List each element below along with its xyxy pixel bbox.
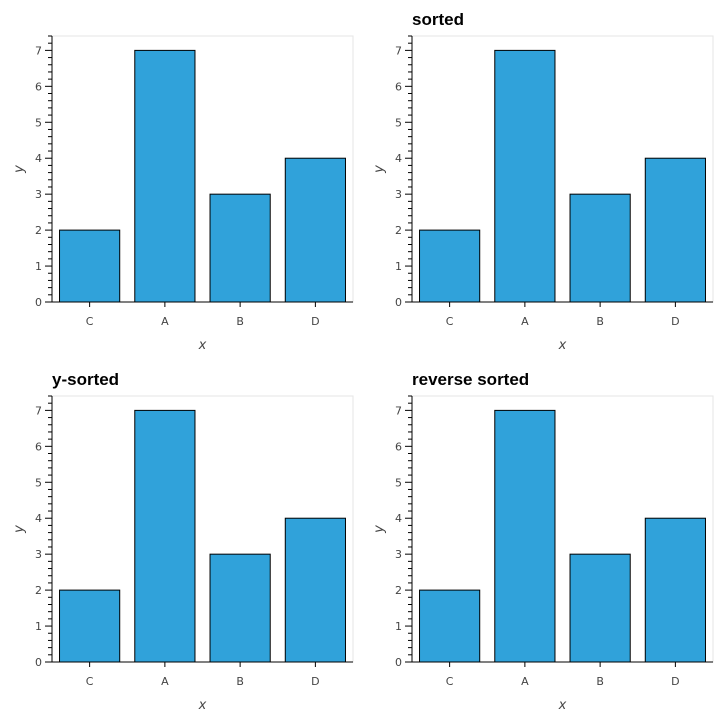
x-tick-label: C [86, 315, 94, 328]
bar-D [644, 517, 706, 663]
x-tick-label: B [236, 315, 244, 328]
x-tick-label: B [596, 675, 604, 688]
bar-A [134, 409, 196, 663]
x-axis-label: x [198, 338, 207, 353]
x-tick-label: D [671, 675, 679, 688]
x-tick-label: C [446, 315, 454, 328]
y-tick-label: 1 [35, 260, 42, 273]
x-axis-label: x [558, 698, 567, 713]
y-tick-label: 6 [35, 440, 42, 453]
y-axis-label: y [12, 165, 27, 174]
bar-C [419, 229, 481, 303]
y-axis-label: y [372, 165, 387, 174]
y-tick-label: 3 [395, 548, 402, 561]
bar-B [569, 193, 631, 303]
y-tick-label: 0 [395, 656, 402, 669]
y-tick-label: 3 [395, 188, 402, 201]
y-tick-label: 1 [395, 260, 402, 273]
y-tick-label: 2 [395, 584, 402, 597]
bar-B [209, 553, 271, 663]
x-tick-label: D [671, 315, 679, 328]
y-tick-label: 7 [35, 44, 42, 57]
y-tick-label: 0 [35, 296, 42, 309]
y-tick-label: 0 [35, 656, 42, 669]
bar-C [59, 229, 121, 303]
chart-title: reverse sorted [412, 370, 529, 389]
x-tick-label: D [311, 675, 319, 688]
bar-C [419, 589, 481, 663]
y-axis-label: y [12, 525, 27, 534]
y-tick-label: 6 [35, 80, 42, 93]
y-tick-label: 0 [395, 296, 402, 309]
x-tick-label: C [86, 675, 94, 688]
y-tick-label: 7 [395, 44, 402, 57]
y-tick-label: 2 [35, 584, 42, 597]
x-tick-label: B [596, 315, 604, 328]
x-tick-label: B [236, 675, 244, 688]
bar-chart: y-sorted 0 1 2 3 4 5 6 7 C A B Dx y [12, 370, 354, 713]
bar-D [284, 517, 346, 663]
x-tick-label: D [311, 315, 319, 328]
y-tick-label: 5 [35, 116, 42, 129]
x-axis-label: x [198, 698, 207, 713]
bar-chart: 0 1 2 3 4 5 6 7 C A B Dx y [12, 35, 354, 353]
x-tick-label: C [446, 675, 454, 688]
bar-chart: reverse sorted 0 1 2 3 4 5 6 7 C A B Dx y [372, 370, 714, 713]
y-tick-label: 7 [395, 404, 402, 417]
bar-C [59, 589, 121, 663]
y-tick-label: 3 [35, 188, 42, 201]
x-axis-label: x [558, 338, 567, 353]
y-tick-label: 6 [395, 80, 402, 93]
bar-chart: sorted 0 1 2 3 4 5 6 7 C A B Dx y [372, 10, 714, 353]
y-tick-label: 4 [395, 152, 402, 165]
bar-A [134, 49, 196, 303]
bar-D [644, 157, 706, 303]
bar-A [494, 49, 556, 303]
y-tick-label: 2 [395, 224, 402, 237]
x-tick-label: A [161, 315, 169, 328]
y-tick-label: 2 [35, 224, 42, 237]
bar-B [569, 553, 631, 663]
bar-D [284, 157, 346, 303]
y-tick-label: 3 [35, 548, 42, 561]
chart-title: sorted [412, 10, 464, 29]
y-tick-label: 1 [35, 620, 42, 633]
y-tick-label: 4 [395, 512, 402, 525]
chart-title: y-sorted [52, 370, 119, 389]
x-tick-label: A [161, 675, 169, 688]
y-tick-label: 5 [395, 116, 402, 129]
y-tick-label: 5 [395, 476, 402, 489]
y-tick-label: 1 [395, 620, 402, 633]
y-tick-label: 4 [35, 512, 42, 525]
bar-B [209, 193, 271, 303]
y-tick-label: 7 [35, 404, 42, 417]
y-tick-label: 6 [395, 440, 402, 453]
bar-A [494, 409, 556, 663]
y-tick-label: 5 [35, 476, 42, 489]
y-axis-label: y [372, 525, 387, 534]
y-tick-label: 4 [35, 152, 42, 165]
x-tick-label: A [521, 675, 529, 688]
x-tick-label: A [521, 315, 529, 328]
